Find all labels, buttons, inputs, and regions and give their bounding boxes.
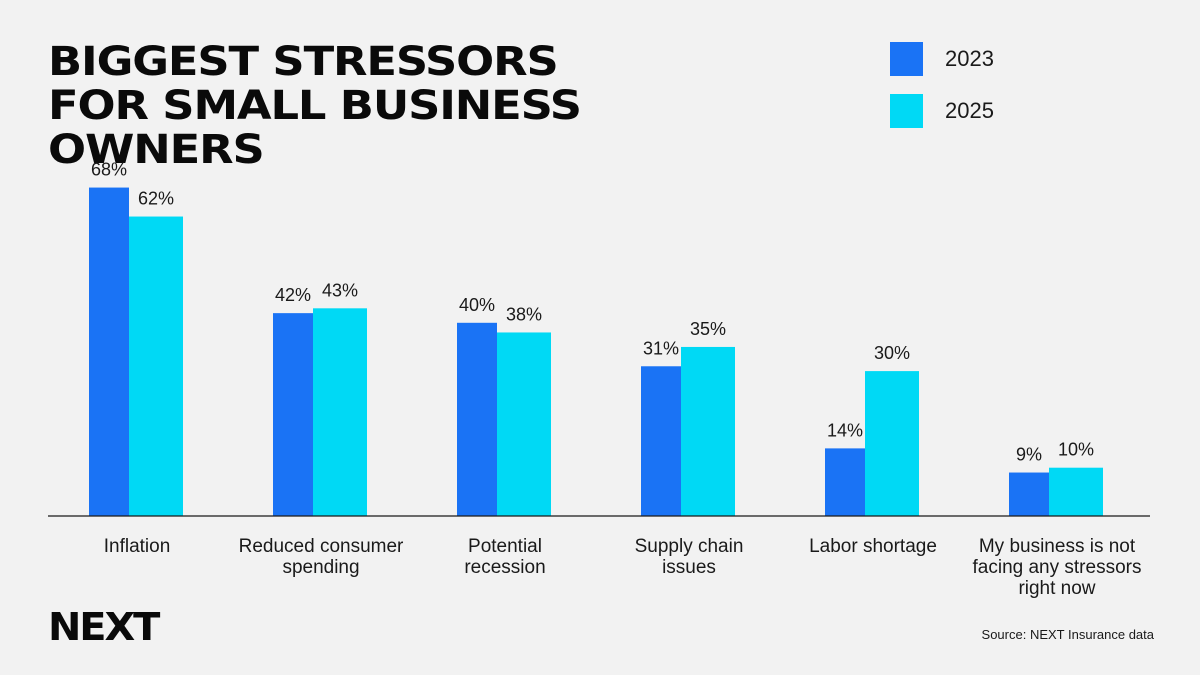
legend-label-2023: 2023 <box>945 46 994 71</box>
category-label: recession <box>464 557 545 578</box>
data-label-2025: 10% <box>1058 440 1094 460</box>
legend: 2023 2025 <box>890 42 994 146</box>
bar-2025 <box>1049 467 1103 516</box>
bar-2025 <box>681 346 735 516</box>
bar-2023 <box>1009 472 1049 516</box>
category-label: Labor shortage <box>809 536 937 557</box>
data-label-2025: 30% <box>874 343 910 363</box>
legend-label-2025: 2025 <box>945 98 994 123</box>
category-label: right now <box>1018 578 1095 599</box>
bar-2023 <box>825 448 865 516</box>
bar-2023 <box>457 322 497 516</box>
bar-2025 <box>497 332 551 516</box>
data-label-2023: 31% <box>643 338 679 358</box>
data-label-2025: 35% <box>690 319 726 339</box>
bar-2025 <box>129 216 183 517</box>
data-label-2025: 62% <box>138 189 174 209</box>
legend-swatch-2023 <box>890 42 923 76</box>
category-label: Potential <box>468 536 542 557</box>
source-note: Source: NEXT Insurance data <box>981 627 1154 642</box>
category-label: spending <box>282 557 359 578</box>
bar-2023 <box>89 187 129 516</box>
category-label: facing any stressors <box>973 557 1142 578</box>
bar-2023 <box>641 366 681 516</box>
data-label-2025: 43% <box>322 280 358 300</box>
legend-item-2025: 2025 <box>890 94 994 128</box>
data-label-2023: 9% <box>1016 445 1042 465</box>
data-label-2023: 40% <box>459 295 495 315</box>
legend-item-2023: 2023 <box>890 42 994 76</box>
bar-2025 <box>313 308 367 516</box>
legend-swatch-2025 <box>890 94 923 128</box>
category-label: My business is not <box>979 536 1136 557</box>
bar-2025 <box>865 371 919 516</box>
category-label: issues <box>662 557 716 578</box>
category-label: Inflation <box>104 536 171 557</box>
bar-2023 <box>273 313 313 516</box>
data-label-2023: 42% <box>275 285 311 305</box>
chart-title: BIGGEST STRESSORS FOR SMALL BUSINESS OWN… <box>48 39 582 173</box>
category-label: Reduced consumer <box>239 536 404 557</box>
data-label-2025: 38% <box>506 304 542 324</box>
category-label: Supply chain <box>635 536 744 557</box>
data-label-2023: 68% <box>91 160 127 180</box>
data-label-2023: 14% <box>827 420 863 440</box>
next-logo: NEXT <box>48 605 160 649</box>
